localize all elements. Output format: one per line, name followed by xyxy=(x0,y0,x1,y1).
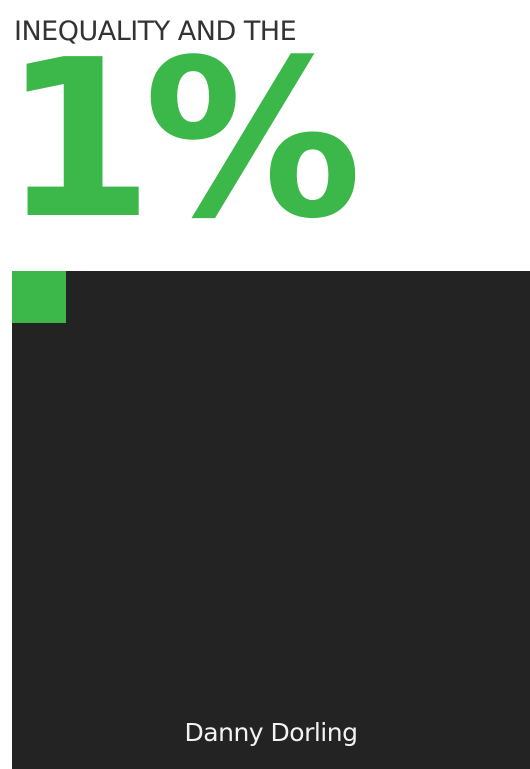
cover-author: Danny Dorling xyxy=(184,718,358,747)
dark-panel xyxy=(12,271,530,769)
cover-title: 1% xyxy=(2,14,362,267)
cover-supertitle: INEQUALITY AND THE xyxy=(14,16,297,47)
accent-square xyxy=(12,271,66,323)
